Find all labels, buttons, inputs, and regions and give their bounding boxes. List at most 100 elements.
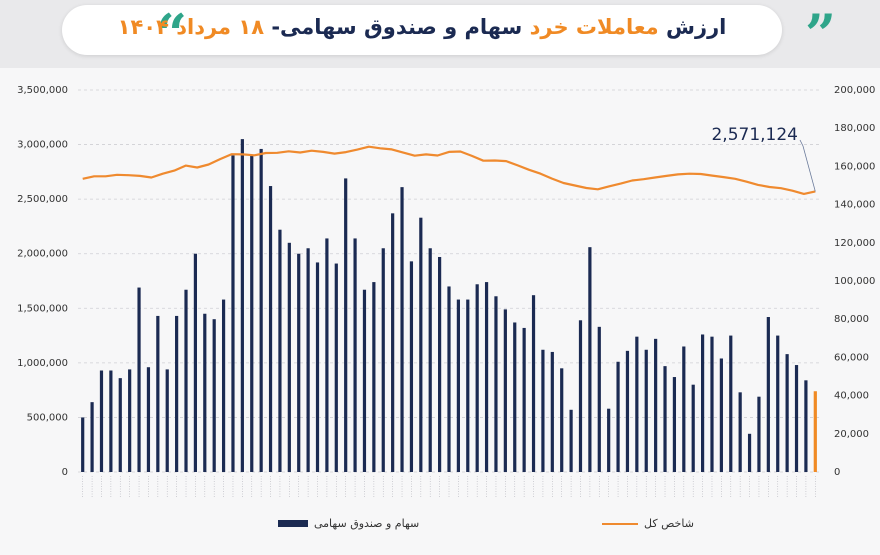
bar (438, 256, 442, 472)
right-tick-label: 160,000 (834, 161, 875, 172)
title-highlight-1: معاملات خرد (529, 15, 659, 39)
bar (306, 248, 310, 472)
bar (156, 315, 160, 472)
bar (597, 326, 601, 472)
right-tick-label: 100,000 (834, 276, 875, 287)
title-part-2: سهام و صندوق سهامی- (264, 15, 530, 39)
right-tick-label: 200,000 (834, 85, 875, 96)
bar (128, 369, 132, 472)
chart-title: ارزش معاملات خرد سهام و صندوق سهامی- ۱۸ … (62, 15, 782, 39)
bar (259, 148, 263, 473)
bar (625, 350, 630, 472)
bar (804, 380, 808, 472)
bar (663, 366, 667, 472)
bar (578, 320, 583, 472)
bar (484, 282, 489, 472)
bar (212, 319, 216, 472)
left-tick-label: 1,500,000 (17, 303, 68, 314)
bar (184, 289, 188, 472)
annotation-leader (799, 139, 816, 192)
legend-line-swatch (602, 522, 638, 525)
right-tick-label: 80,000 (834, 314, 869, 325)
bar (541, 349, 545, 472)
legend-line: شاخص کل (602, 517, 694, 530)
bar (569, 409, 573, 472)
bar (334, 263, 338, 472)
legend-line-label: شاخص کل (644, 517, 694, 530)
bar (175, 315, 179, 472)
bar (710, 336, 714, 472)
annotation-last-value: 2,571,124 (711, 125, 798, 145)
title-part-1: ارزش (658, 15, 727, 39)
bar (428, 248, 432, 472)
bar (137, 287, 141, 472)
bar (794, 365, 799, 472)
legend-bar-swatch (278, 520, 308, 527)
bar (203, 313, 207, 472)
bar (747, 433, 752, 472)
bar (193, 253, 198, 472)
left-tick-label: 3,500,000 (17, 85, 68, 96)
bar (240, 139, 244, 472)
bar (109, 370, 113, 472)
right-tick-label: 120,000 (834, 238, 875, 249)
bar (503, 309, 507, 472)
bar (513, 322, 517, 472)
left-tick-label: 2,000,000 (17, 249, 68, 260)
bar (766, 317, 770, 472)
bar (287, 242, 291, 472)
bar (81, 417, 85, 472)
bar (550, 351, 554, 472)
bar (607, 408, 611, 472)
right-tick-label: 0 (834, 467, 840, 478)
bar (531, 295, 536, 472)
bar (691, 384, 695, 472)
right-tick-label: 180,000 (834, 123, 875, 134)
bar (757, 396, 761, 472)
quote-right-icon: ” (805, 2, 837, 66)
bar (419, 217, 423, 472)
index-line (82, 145, 816, 195)
bar (391, 213, 395, 472)
bar (221, 299, 226, 472)
bar (231, 155, 235, 472)
bar (494, 296, 498, 472)
bar (268, 186, 273, 472)
title-date: ۱۸ مرداد ۱۴۰۴ (117, 15, 265, 39)
bar (813, 391, 817, 472)
right-tick-label: 60,000 (834, 352, 869, 363)
bar (644, 349, 648, 472)
bar (447, 286, 451, 472)
bar (90, 402, 94, 472)
left-tick-label: 500,000 (27, 412, 68, 423)
quote-left-icon: “ (156, 2, 188, 66)
bar (456, 299, 460, 472)
bar (362, 289, 367, 472)
bar (682, 346, 686, 472)
bar (466, 299, 470, 472)
bar (700, 334, 705, 472)
bar (560, 368, 564, 472)
legend-bars: سهام و صندوق سهامی (278, 517, 419, 530)
bar (654, 338, 658, 472)
title-banner: “ ارزش معاملات خرد سهام و صندوق سهامی- ۱… (62, 5, 836, 61)
right-tick-label: 20,000 (834, 429, 869, 440)
bar (344, 178, 348, 473)
bar (325, 238, 329, 472)
bar (315, 262, 320, 472)
bar (522, 327, 526, 472)
bar (409, 261, 414, 472)
bar (372, 282, 376, 472)
legend-bars-label: سهام و صندوق سهامی (314, 517, 420, 530)
bar (165, 369, 169, 472)
bar (278, 229, 282, 472)
bar (588, 247, 592, 472)
bar (250, 155, 254, 472)
bar (381, 248, 385, 472)
right-tick-label: 40,000 (834, 391, 869, 402)
left-tick-label: 3,000,000 (17, 140, 68, 151)
bar (719, 358, 723, 472)
bar (146, 367, 151, 472)
bar (353, 238, 357, 472)
bar (616, 361, 620, 472)
